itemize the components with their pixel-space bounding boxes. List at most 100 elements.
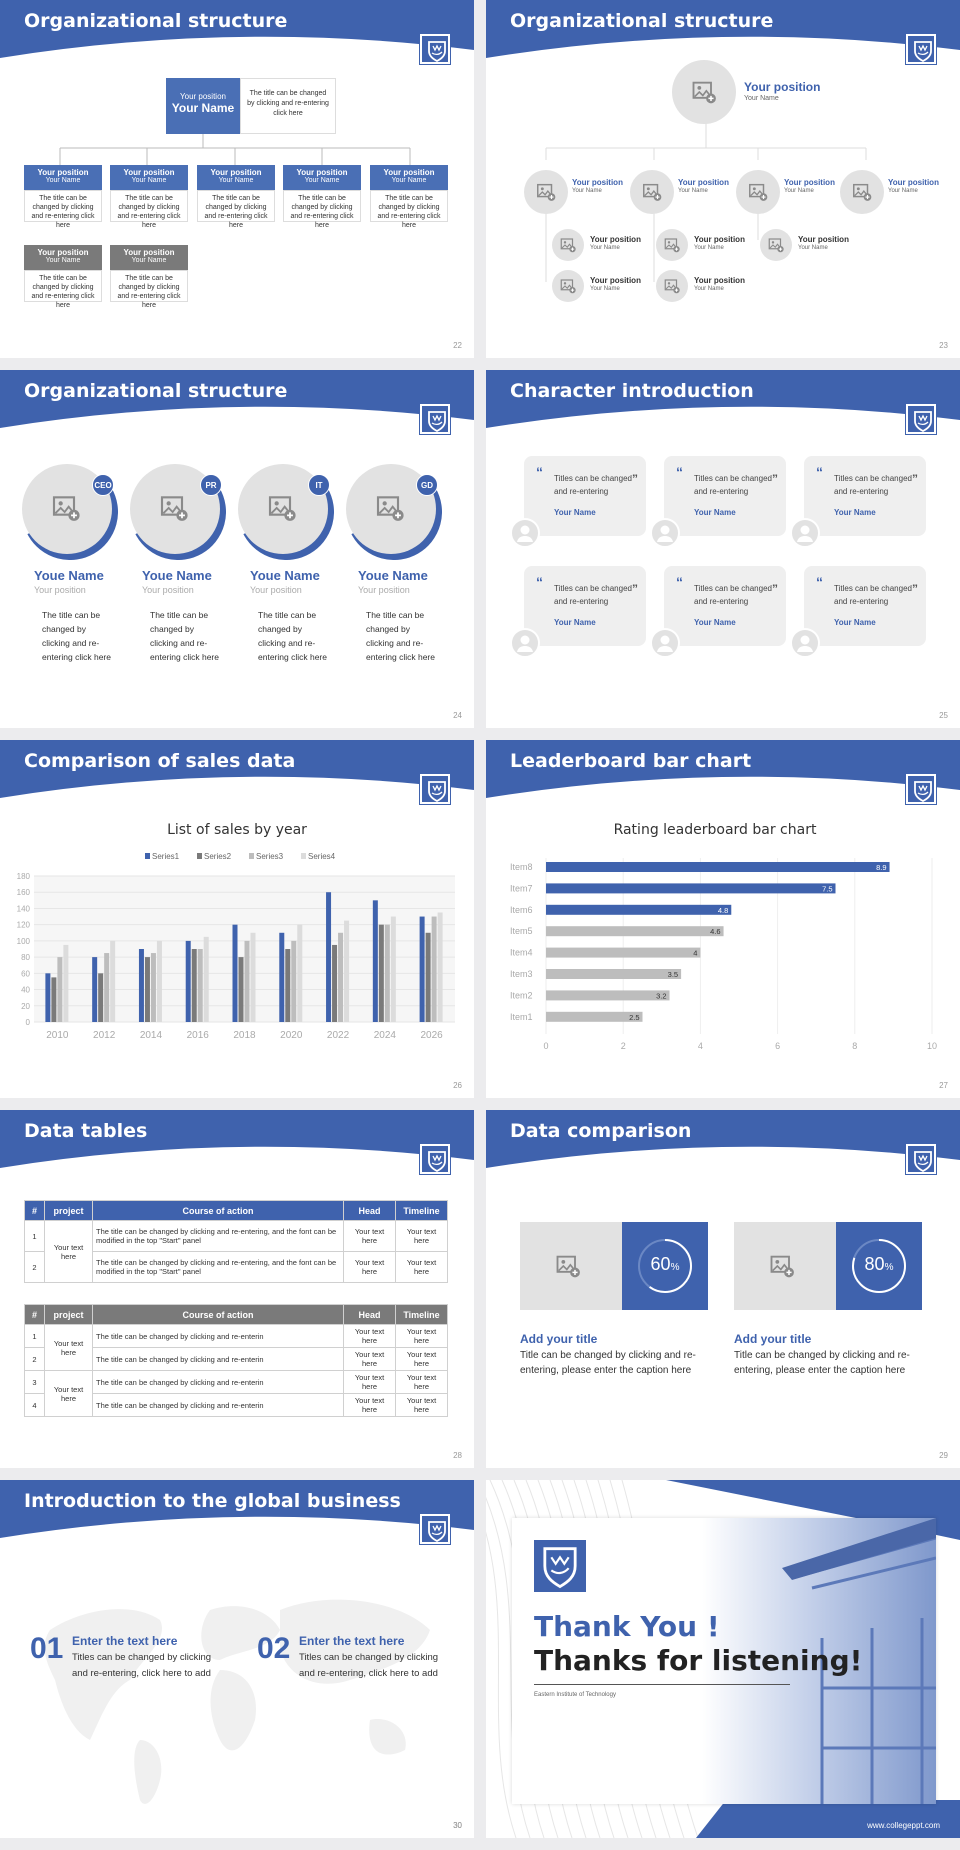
row-number: 3 bbox=[24, 1370, 45, 1394]
position-photo bbox=[760, 229, 792, 261]
org-card-header: Your position Your Name bbox=[24, 245, 102, 270]
position-name: Your Name bbox=[694, 245, 724, 251]
position-photo bbox=[630, 170, 674, 214]
bar-value-label: 4.6 bbox=[710, 927, 720, 936]
role-badge: PR bbox=[200, 474, 222, 496]
timeline-cell: Your text here bbox=[395, 1393, 448, 1417]
bar bbox=[344, 920, 350, 1022]
person-position: Your position bbox=[250, 585, 302, 595]
quote-name: Your Name bbox=[834, 618, 876, 627]
page-number: 23 bbox=[939, 341, 948, 350]
bar bbox=[45, 973, 51, 1022]
position-label: Your position bbox=[694, 235, 745, 244]
bar-value-label: 4 bbox=[693, 949, 697, 958]
column-header: # bbox=[24, 1304, 45, 1325]
card-description: The title can be changed by clicking and… bbox=[24, 190, 102, 229]
slide-28: Data tables 28 # project Course of action Hea… bbox=[0, 1110, 474, 1468]
project-cell: Your text here bbox=[44, 1220, 93, 1283]
x-tick-label: 2014 bbox=[140, 1030, 163, 1041]
bar bbox=[546, 1011, 643, 1022]
bar bbox=[232, 924, 238, 1022]
org-card-header: Your position Your Name bbox=[197, 165, 275, 190]
top-name: Your Name bbox=[171, 101, 235, 115]
position-name: Your Name bbox=[798, 245, 828, 251]
card-position: Your position bbox=[210, 168, 262, 177]
slide-25: Character introduction 25 “ Titles can be c… bbox=[486, 370, 960, 728]
position-name: Your Name bbox=[694, 286, 724, 292]
page-number: 30 bbox=[453, 1821, 462, 1830]
item-text: Titles can be changed by clicking and re… bbox=[72, 1652, 212, 1679]
category-label: Item2 bbox=[510, 990, 533, 1000]
column-header: project bbox=[44, 1304, 93, 1325]
bar-value-label: 3.2 bbox=[656, 991, 666, 1000]
card-description: The title can be changed by clicking and… bbox=[110, 190, 188, 229]
card-name: Your Name bbox=[131, 177, 167, 184]
row-number: 1 bbox=[24, 1220, 45, 1252]
percent-value: 60% bbox=[622, 1254, 708, 1275]
person-description: The title can be changed by clicking and… bbox=[366, 610, 435, 662]
quote-close-icon: ” bbox=[912, 472, 918, 486]
bar-value-label: 2.5 bbox=[629, 1013, 639, 1022]
category-label: Item1 bbox=[510, 1012, 533, 1022]
connector-lines bbox=[486, 0, 960, 358]
legend-label: Series4 bbox=[308, 852, 336, 861]
y-tick-label: 180 bbox=[17, 872, 31, 881]
column-header: Timeline bbox=[395, 1304, 448, 1325]
position-name: Your Name bbox=[572, 188, 602, 194]
bar bbox=[144, 957, 150, 1022]
progress-ring bbox=[637, 1238, 693, 1299]
bar bbox=[51, 977, 57, 1022]
item-number: 01 bbox=[30, 1632, 64, 1665]
card-position: Your position bbox=[296, 168, 348, 177]
head-cell: Your text here bbox=[343, 1370, 396, 1394]
image-placeholder bbox=[734, 1222, 836, 1310]
slide-header: Character introduction bbox=[486, 370, 960, 440]
card-description: The title can be changed by clicking and… bbox=[24, 270, 102, 309]
slide-header: Data tables bbox=[0, 1110, 474, 1180]
card-description: The title can be changed by clicking and… bbox=[197, 190, 275, 229]
connector-lines bbox=[0, 0, 474, 358]
shield-logo-icon bbox=[906, 404, 936, 434]
page-number: 30 bbox=[453, 1821, 462, 1830]
card-name: Your Name bbox=[131, 257, 167, 264]
bar bbox=[279, 932, 285, 1022]
bar bbox=[57, 957, 63, 1022]
card-description: The title can be changed by clicking and… bbox=[283, 190, 361, 229]
x-tick-label: 2016 bbox=[187, 1030, 210, 1041]
legend-swatch bbox=[197, 853, 202, 859]
slide-header: Organizational structure bbox=[486, 0, 960, 70]
slide-29: Data comparison 29 60% Add your title Title … bbox=[486, 1110, 960, 1468]
position-photo bbox=[656, 270, 688, 302]
page-number: 28 bbox=[453, 1451, 462, 1460]
top-photo bbox=[672, 60, 736, 124]
row-number: 4 bbox=[24, 1393, 45, 1417]
shield-logo-icon bbox=[906, 34, 936, 64]
x-tick-label: 2026 bbox=[420, 1030, 443, 1041]
position-name: Your Name bbox=[784, 188, 814, 194]
quote-close-icon: ” bbox=[632, 582, 638, 596]
bar bbox=[546, 990, 670, 1001]
slide-22: Organizational structure 22 Your position Y… bbox=[0, 0, 474, 358]
position-label: Your position bbox=[694, 276, 745, 285]
bar bbox=[110, 940, 116, 1022]
head-cell: Your text here bbox=[343, 1220, 396, 1252]
quote-bubble: “ Titles can be changed and re-entering” Y… bbox=[804, 456, 926, 536]
quote-open-icon: “ bbox=[536, 464, 543, 480]
x-tick-label: 2022 bbox=[327, 1030, 350, 1041]
sales-chart: List of sales by year Series1 Series2 Serie… bbox=[17, 822, 455, 1041]
position-label: Your position bbox=[784, 178, 835, 187]
person-position: Your position bbox=[34, 585, 86, 595]
item-text: Title can be changed by clicking and re-… bbox=[734, 1350, 910, 1376]
action-cell: The title can be changed by clicking and… bbox=[92, 1324, 344, 1348]
bar bbox=[156, 940, 162, 1022]
bar bbox=[285, 949, 291, 1022]
action-cell: The title can be changed by clicking and… bbox=[92, 1370, 344, 1394]
bar bbox=[203, 936, 209, 1022]
bar-value-label: 4.8 bbox=[718, 906, 728, 915]
quote-name: Your Name bbox=[834, 508, 876, 517]
bar bbox=[546, 883, 836, 894]
y-tick-label: 160 bbox=[17, 888, 31, 897]
slide-24: Organizational structure 24 CEO Youe Name Yo… bbox=[0, 370, 474, 728]
quote-open-icon: “ bbox=[676, 574, 683, 590]
leaderboard-chart: Rating leaderboard bar chart 0 2 4 6 8 10 Item8… bbox=[510, 822, 937, 1051]
